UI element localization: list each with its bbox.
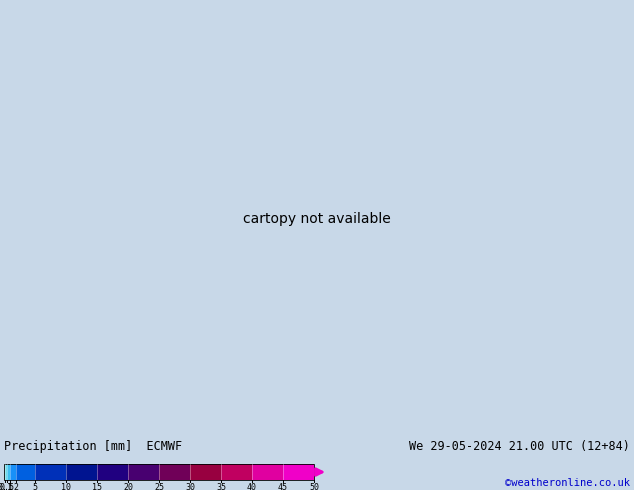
- Bar: [4, 464, 314, 480]
- Text: 35: 35: [216, 483, 226, 490]
- Bar: [190, 464, 221, 480]
- Bar: [16, 464, 35, 480]
- Text: cartopy not available: cartopy not available: [243, 212, 391, 225]
- Text: Precipitation [mm]  ECMWF: Precipitation [mm] ECMWF: [4, 440, 182, 453]
- Bar: [10, 464, 16, 480]
- Bar: [4, 464, 7, 480]
- Bar: [221, 464, 252, 480]
- Text: 2: 2: [14, 483, 19, 490]
- Text: 30: 30: [185, 483, 195, 490]
- Text: 45: 45: [278, 483, 288, 490]
- Text: 10: 10: [61, 483, 71, 490]
- Text: 0.5: 0.5: [0, 483, 15, 490]
- Text: 15: 15: [92, 483, 102, 490]
- Bar: [252, 464, 283, 480]
- Bar: [159, 464, 190, 480]
- Text: 0.1: 0.1: [0, 483, 12, 490]
- Text: 50: 50: [309, 483, 319, 490]
- Text: 1: 1: [8, 483, 13, 490]
- Bar: [7, 464, 10, 480]
- Bar: [35, 464, 66, 480]
- Bar: [97, 464, 128, 480]
- Text: 40: 40: [247, 483, 257, 490]
- Bar: [66, 464, 97, 480]
- Text: ©weatheronline.co.uk: ©weatheronline.co.uk: [505, 478, 630, 488]
- Bar: [128, 464, 159, 480]
- Text: 5: 5: [32, 483, 37, 490]
- Text: 25: 25: [154, 483, 164, 490]
- Text: 20: 20: [123, 483, 133, 490]
- Text: We 29-05-2024 21.00 UTC (12+84): We 29-05-2024 21.00 UTC (12+84): [409, 440, 630, 453]
- Bar: [283, 464, 314, 480]
